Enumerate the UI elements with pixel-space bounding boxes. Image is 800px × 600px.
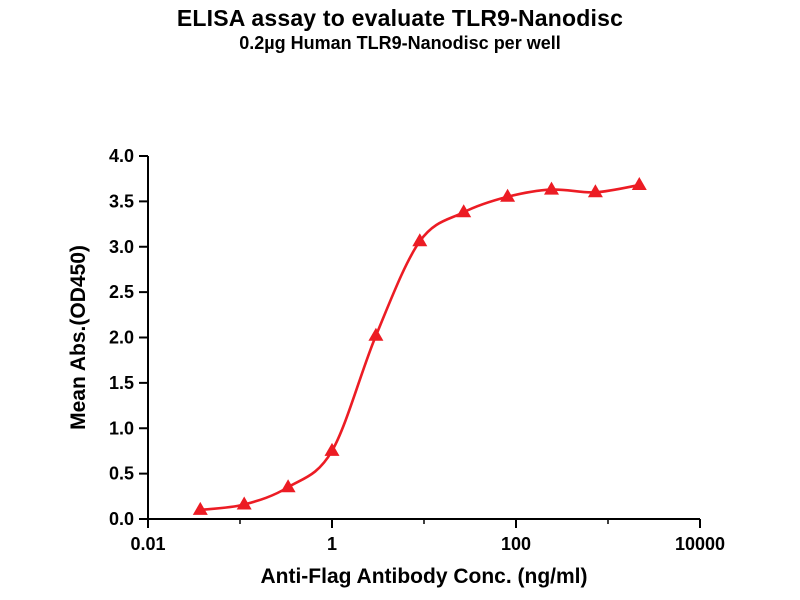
data-point-marker (500, 188, 516, 202)
x-tick-label: 10000 (675, 534, 725, 554)
data-point-marker (544, 181, 559, 195)
x-tick-label: 100 (501, 534, 531, 554)
y-tick-label: 2.5 (109, 282, 134, 302)
y-tick-label: 2.0 (109, 328, 134, 348)
y-tick-label: 1.5 (109, 373, 134, 393)
data-point-marker (280, 479, 296, 493)
data-point-marker (456, 204, 472, 218)
y-tick-label: 1.0 (109, 418, 134, 438)
data-point-marker (236, 496, 252, 510)
data-point-marker (368, 327, 384, 341)
y-tick-label: 0.0 (109, 509, 134, 529)
y-axis-label: Mean Abs.(OD450) (67, 245, 90, 430)
x-axis-label: Anti-Flag Antibody Conc. (ng/ml) (260, 565, 587, 588)
y-tick-label: 0.5 (109, 464, 134, 484)
x-tick-label: 0.01 (130, 534, 165, 554)
y-tick-label: 3.5 (109, 191, 134, 211)
y-tick-label: 3.0 (109, 237, 134, 257)
data-point-marker (324, 442, 340, 456)
y-tick-label: 4.0 (109, 146, 134, 166)
x-tick-label: 1 (327, 534, 337, 554)
data-point-marker (192, 501, 208, 515)
chart-title: ELISA assay to evaluate TLR9-Nanodisc (176, 5, 624, 31)
data-point-marker (412, 233, 428, 247)
data-point-marker (631, 177, 647, 190)
chart-subtitle: 0.2µg Human TLR9-Nanodisc per well (239, 33, 561, 53)
data-point-marker (587, 184, 603, 198)
